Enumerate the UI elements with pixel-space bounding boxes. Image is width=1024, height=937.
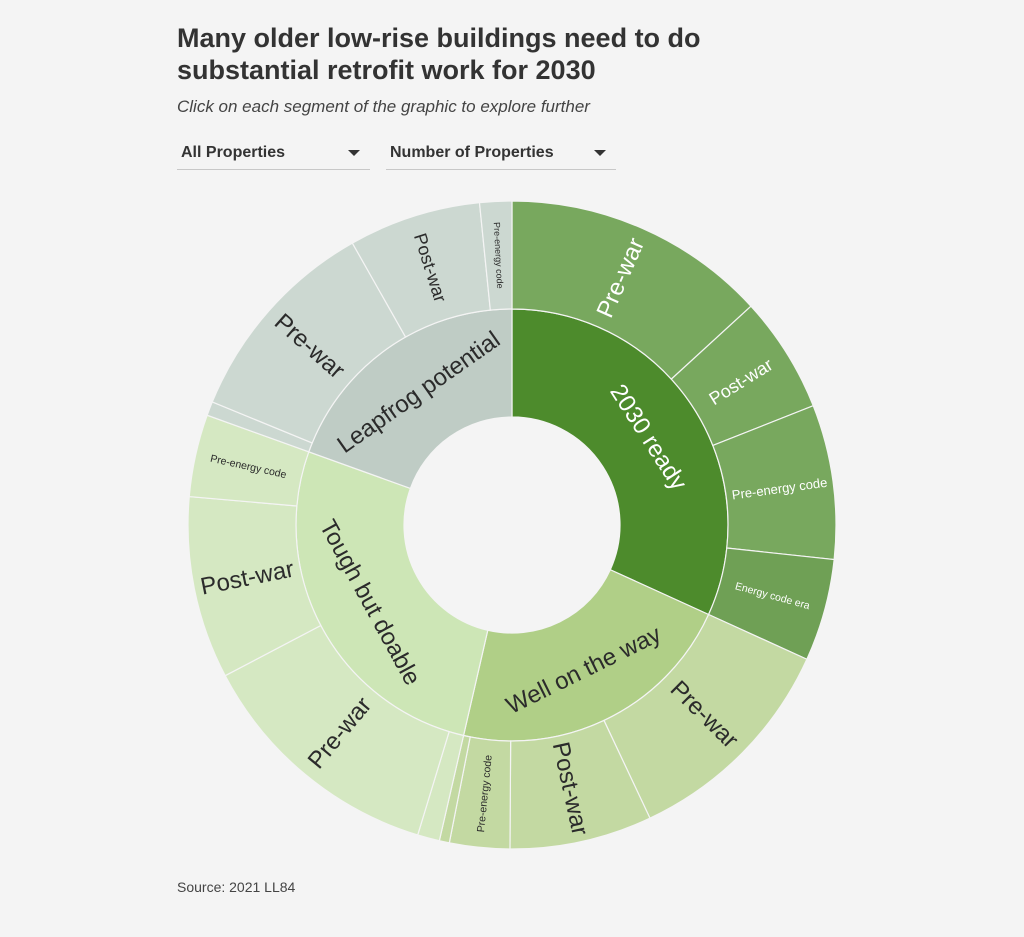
subsegment-label-leapfrog-potential-pre-energy-code: Pre-energy code (492, 222, 505, 289)
subsegment-leapfrog-potential-pre-energy-code[interactable] (478, 200, 513, 311)
chevron-down-icon (594, 150, 606, 156)
property-filter-dropdown[interactable]: All Properties (177, 137, 370, 170)
source-note: Source: 2021 LL84 (177, 879, 296, 895)
center-hole (404, 417, 620, 633)
chart-title: Many older low-rise buildings need to do… (177, 23, 701, 85)
chart-subtitle: Click on each segment of the graphic to … (177, 97, 590, 116)
metric-dropdown[interactable]: Number of Properties (386, 137, 616, 170)
property-filter-value: All Properties (181, 144, 286, 161)
metric-value: Number of Properties (390, 144, 554, 161)
chevron-down-icon (348, 150, 360, 156)
